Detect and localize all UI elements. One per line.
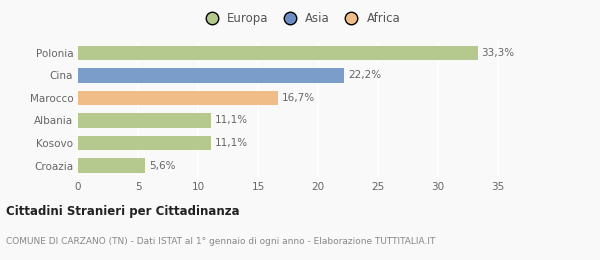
Text: Cittadini Stranieri per Cittadinanza: Cittadini Stranieri per Cittadinanza	[6, 205, 239, 218]
Text: 11,1%: 11,1%	[215, 115, 248, 126]
Text: 16,7%: 16,7%	[282, 93, 315, 103]
Text: COMUNE DI CARZANO (TN) - Dati ISTAT al 1° gennaio di ogni anno - Elaborazione TU: COMUNE DI CARZANO (TN) - Dati ISTAT al 1…	[6, 237, 436, 246]
Legend: Europa, Asia, Africa: Europa, Asia, Africa	[197, 10, 403, 28]
Text: 22,2%: 22,2%	[348, 70, 381, 80]
Bar	[78, 158, 145, 173]
Bar	[78, 136, 211, 150]
Bar	[78, 68, 344, 83]
Bar	[78, 113, 211, 128]
Text: 33,3%: 33,3%	[481, 48, 514, 58]
Text: 5,6%: 5,6%	[149, 160, 175, 171]
Text: 11,1%: 11,1%	[215, 138, 248, 148]
Bar	[78, 46, 478, 60]
Bar	[78, 90, 278, 105]
